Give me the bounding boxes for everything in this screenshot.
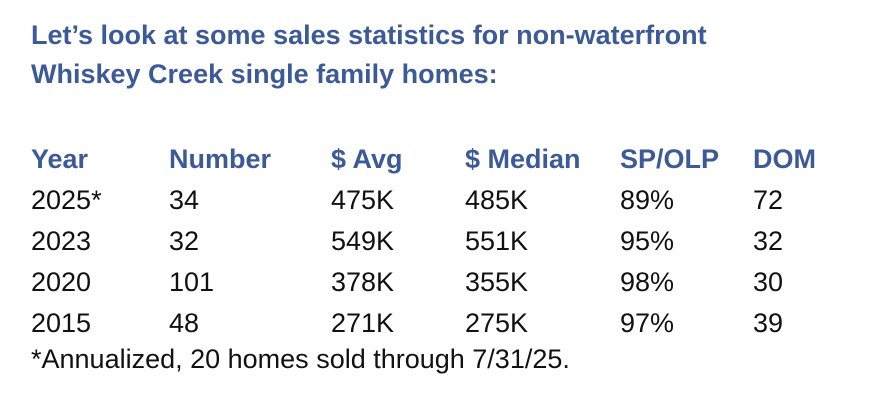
- cell-avg-price: 378K: [331, 267, 395, 297]
- cell-year: 2025*: [31, 185, 102, 215]
- cell-number: 101: [169, 267, 215, 297]
- cell-year: 2023: [31, 226, 92, 256]
- cell-median-price: 551K: [465, 226, 529, 256]
- column-header-sp-olp: SP/OLP: [620, 144, 720, 174]
- column-header-avg-price: $ Avg: [331, 144, 403, 174]
- cell-sp-olp: 98%: [620, 267, 675, 297]
- cell-median-price: 275K: [465, 308, 529, 338]
- cell-number: 34: [169, 185, 200, 215]
- column-header-dom: DOM: [753, 144, 816, 174]
- cell-sp-olp: 95%: [620, 226, 675, 256]
- footnote: *Annualized, 20 homes sold through 7/31/…: [31, 344, 570, 374]
- heading-line-2: Whiskey Creek single family homes:: [31, 59, 498, 89]
- table-row: 2025* 34 475K 485K 89% 72: [31, 180, 843, 221]
- heading-line-1: Let’s look at some sales statistics for …: [31, 20, 707, 50]
- cell-dom: 32: [753, 226, 784, 256]
- cell-dom: 30: [753, 267, 784, 297]
- sales-statistics-table: Year Number $ Avg $ Median SP/OLP DOM 20…: [31, 139, 843, 344]
- cell-avg-price: 475K: [331, 185, 395, 215]
- column-header-number: Number: [169, 144, 272, 174]
- cell-avg-price: 549K: [331, 226, 395, 256]
- column-header-median-price: $ Median: [465, 144, 581, 174]
- table-header-row: Year Number $ Avg $ Median SP/OLP DOM: [31, 139, 843, 180]
- cell-year: 2015: [31, 308, 92, 338]
- page-heading: Let’s look at some sales statistics for …: [31, 16, 851, 94]
- cell-number: 32: [169, 226, 200, 256]
- cell-median-price: 485K: [465, 185, 529, 215]
- cell-avg-price: 271K: [331, 308, 395, 338]
- cell-number: 48: [169, 308, 200, 338]
- column-header-year: Year: [31, 144, 89, 174]
- cell-sp-olp: 97%: [620, 308, 675, 338]
- cell-median-price: 355K: [465, 267, 529, 297]
- cell-year: 2020: [31, 267, 92, 297]
- table-row: 2020 101 378K 355K 98% 30: [31, 262, 843, 303]
- table-row: 2023 32 549K 551K 95% 32: [31, 221, 843, 262]
- cell-sp-olp: 89%: [620, 185, 675, 215]
- cell-dom: 39: [753, 308, 784, 338]
- table-row: 2015 48 271K 275K 97% 39: [31, 303, 843, 344]
- cell-dom: 72: [753, 185, 784, 215]
